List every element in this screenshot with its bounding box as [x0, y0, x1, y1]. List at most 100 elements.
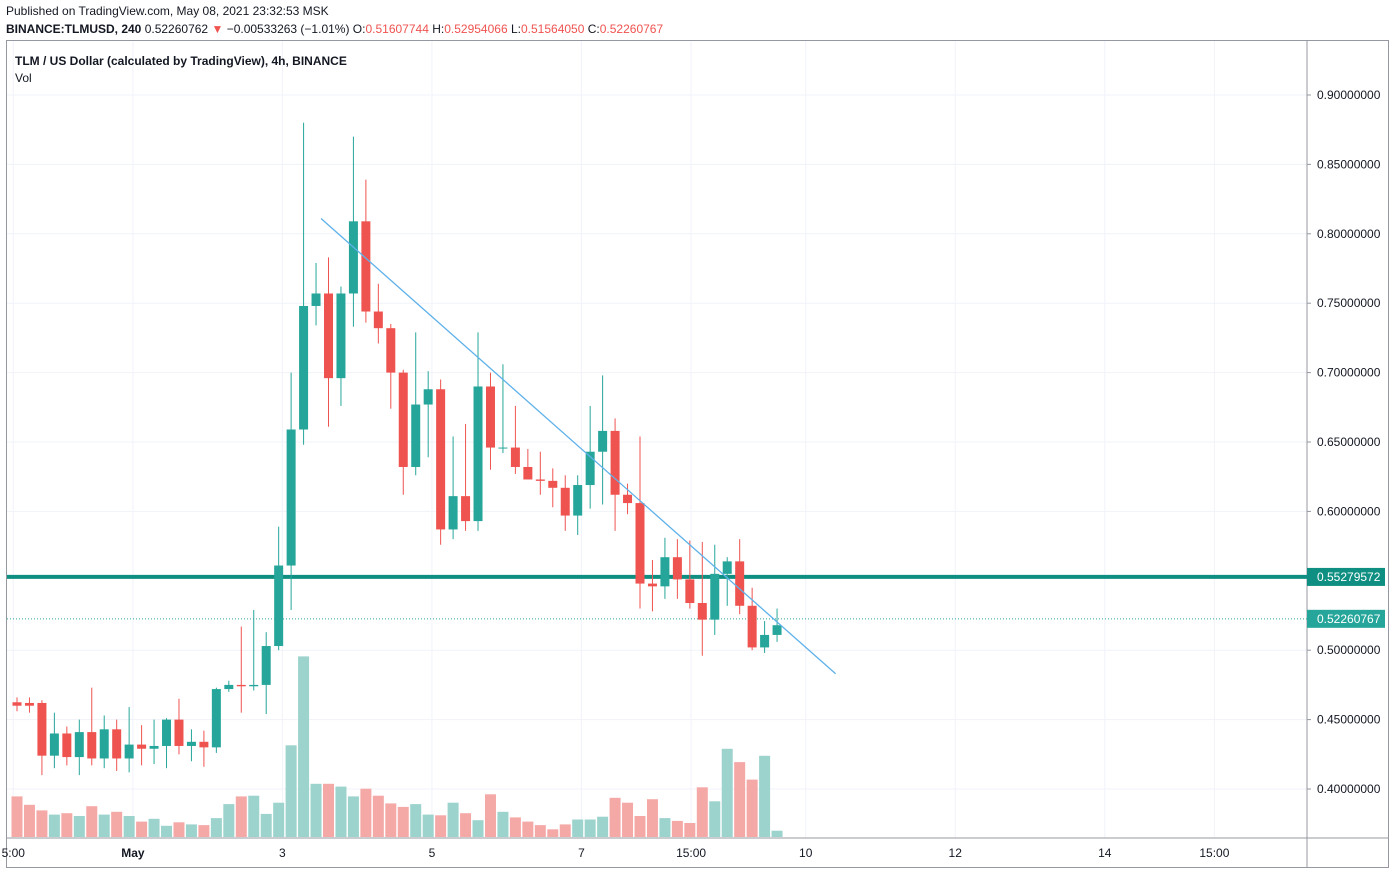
candle-up	[299, 122, 309, 445]
candle-down	[461, 423, 471, 531]
candle-up	[722, 557, 732, 606]
candle-body	[186, 741, 196, 746]
candle-up	[99, 715, 109, 769]
volume-bar	[248, 795, 260, 837]
candle-body	[224, 684, 234, 690]
candle-up	[348, 136, 358, 327]
candle-down	[87, 687, 97, 766]
open-label: O:	[352, 22, 366, 36]
candle-body	[436, 389, 446, 530]
candle-body	[124, 744, 134, 759]
candle-body	[560, 487, 570, 516]
volume-bar	[136, 821, 148, 837]
candle-down	[535, 451, 545, 495]
trendline	[320, 218, 837, 675]
candle-up	[149, 719, 159, 765]
candle-body	[286, 429, 296, 566]
candle-up	[473, 332, 483, 531]
volume-bar	[709, 801, 721, 837]
support-level-tag-label: 0.55279572	[1317, 570, 1381, 584]
volume-bar	[572, 819, 584, 837]
volume-bar	[759, 755, 771, 837]
candle-body	[274, 565, 284, 647]
volume-bar	[335, 786, 347, 837]
candle-body	[12, 702, 22, 706]
candle-down	[610, 418, 620, 531]
candle-up	[660, 537, 670, 599]
volume-bar	[435, 815, 447, 837]
volume-bar	[273, 802, 285, 837]
chart-frame	[6, 40, 1389, 868]
candle-body	[635, 503, 645, 584]
candle-body	[37, 702, 47, 756]
candle-down	[623, 483, 633, 515]
time-tick-label: 5:00	[2, 846, 26, 860]
price-tick-label: 0.45000000	[1317, 713, 1381, 727]
volume-bar	[447, 802, 459, 837]
candle-down	[373, 283, 383, 344]
candle-body	[174, 719, 184, 746]
candle-down	[523, 448, 533, 480]
candle-down	[485, 372, 495, 470]
time-tick-label: 14	[1098, 846, 1112, 860]
candle-down	[112, 719, 122, 771]
time-tick-label: 10	[799, 846, 813, 860]
candle-up	[49, 712, 59, 769]
volume-bar	[622, 802, 634, 837]
volume-bar	[161, 825, 173, 837]
candle-down	[386, 324, 396, 409]
candle-body	[74, 732, 84, 758]
volume-bar	[11, 796, 23, 837]
candle-body	[610, 430, 620, 495]
change-down-icon: ▼	[211, 22, 224, 36]
candle-down	[735, 539, 745, 615]
candle-down	[697, 541, 707, 656]
price-tick-label: 0.70000000	[1317, 366, 1381, 380]
volume-bar	[696, 787, 708, 837]
high-label: H:	[432, 22, 445, 36]
candle-body	[710, 573, 720, 620]
candle-down	[672, 539, 682, 599]
candle-up	[573, 475, 583, 535]
candle-body	[324, 293, 333, 379]
volume-bar	[646, 799, 658, 837]
volume-bar	[397, 806, 409, 837]
volume-bar	[509, 817, 521, 837]
time-tick-label: 5	[429, 846, 436, 860]
candle-down	[24, 697, 34, 713]
volume-bar	[771, 830, 783, 837]
candle-body	[423, 389, 433, 405]
legend-title: TLM / US Dollar (calculated by TradingVi…	[15, 54, 347, 68]
time-tick-label: 12	[949, 846, 963, 860]
candle-body	[299, 305, 309, 430]
volume-bar	[422, 814, 434, 837]
candle-down	[37, 700, 47, 776]
volume-bar	[210, 818, 222, 837]
volume-bar	[584, 819, 596, 837]
candle-up	[498, 364, 508, 454]
volume-bar	[472, 820, 484, 837]
last-price: 0.52260762	[144, 22, 209, 36]
candle-up	[411, 332, 421, 476]
candle-body	[722, 561, 732, 574]
candle-up	[74, 719, 84, 776]
time-tick-label: 15:00	[1199, 846, 1229, 860]
volume-bar	[36, 810, 48, 837]
candle-body	[510, 447, 520, 467]
candle-body	[49, 733, 59, 756]
volume-bar	[634, 816, 646, 837]
candle-up	[211, 687, 221, 753]
candle-body	[598, 430, 608, 452]
candle-body	[660, 557, 670, 587]
volume-bar	[61, 813, 73, 837]
candle-up	[423, 371, 433, 458]
volume-bar	[298, 656, 310, 837]
candle-down	[685, 540, 695, 609]
volume-bar	[372, 795, 384, 837]
candle-body	[311, 293, 321, 306]
candle-body	[535, 479, 545, 481]
volume-bar	[671, 820, 683, 837]
candle-body	[772, 625, 782, 635]
open-value: 0.51607744	[365, 22, 429, 36]
